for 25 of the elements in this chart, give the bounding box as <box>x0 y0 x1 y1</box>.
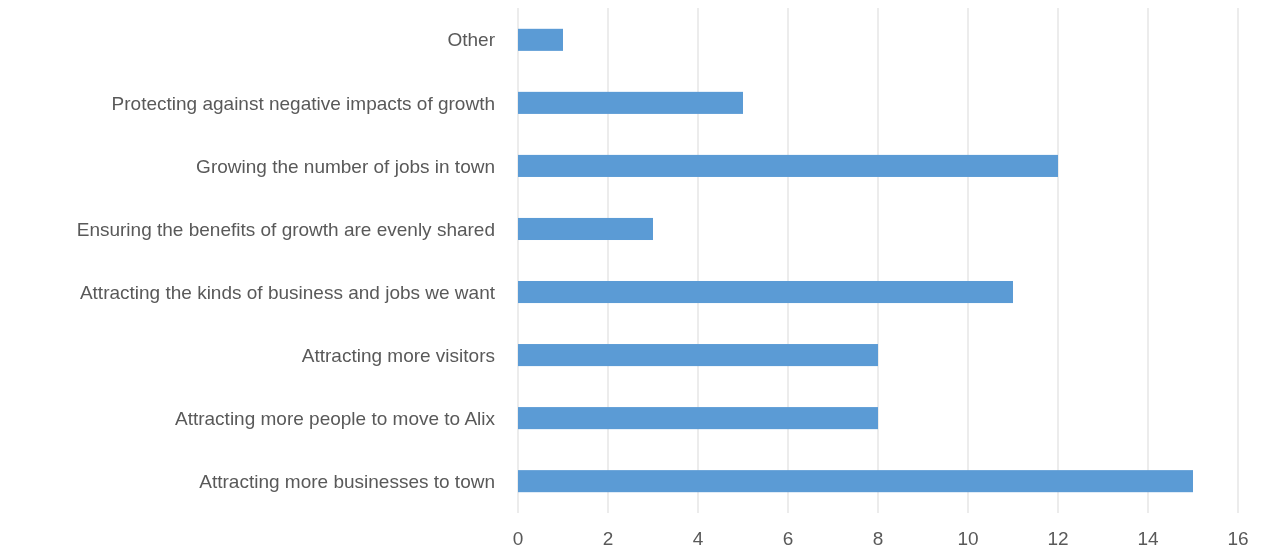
x-tick-label: 6 <box>782 528 794 549</box>
x-tick-label: 4 <box>692 528 704 549</box>
bar <box>518 154 1058 177</box>
bar <box>518 470 1193 493</box>
x-tick-label: 0 <box>512 528 524 549</box>
x-tick-label: 16 <box>1227 528 1249 549</box>
x-tick-label: 10 <box>957 528 979 549</box>
x-tick-label: 14 <box>1137 528 1159 549</box>
y-tick-label: Ensuring the benefits of growth are evenly shared <box>76 218 495 240</box>
y-tick-label: Growing the number of jobs in town <box>196 155 495 177</box>
bar <box>518 28 563 51</box>
bar <box>518 280 1013 304</box>
x-tick-label: 2 <box>602 528 614 549</box>
bar <box>518 407 878 430</box>
bar <box>518 217 653 241</box>
x-tick-label: 12 <box>1047 528 1069 549</box>
y-tick-label: Protecting against negative impacts of growth <box>111 92 495 114</box>
bar <box>518 91 743 114</box>
y-tick-label: Attracting more people to move to Alix <box>175 407 496 429</box>
y-tick-label: Attracting more visitors <box>301 344 495 366</box>
bar <box>518 344 878 367</box>
y-tick-label: Attracting the kinds of business and jobs we want <box>79 281 496 303</box>
y-tick-label: Other <box>447 29 496 51</box>
x-tick-label: 8 <box>872 528 884 549</box>
y-tick-label: Attracting more businesses to town <box>199 470 495 492</box>
